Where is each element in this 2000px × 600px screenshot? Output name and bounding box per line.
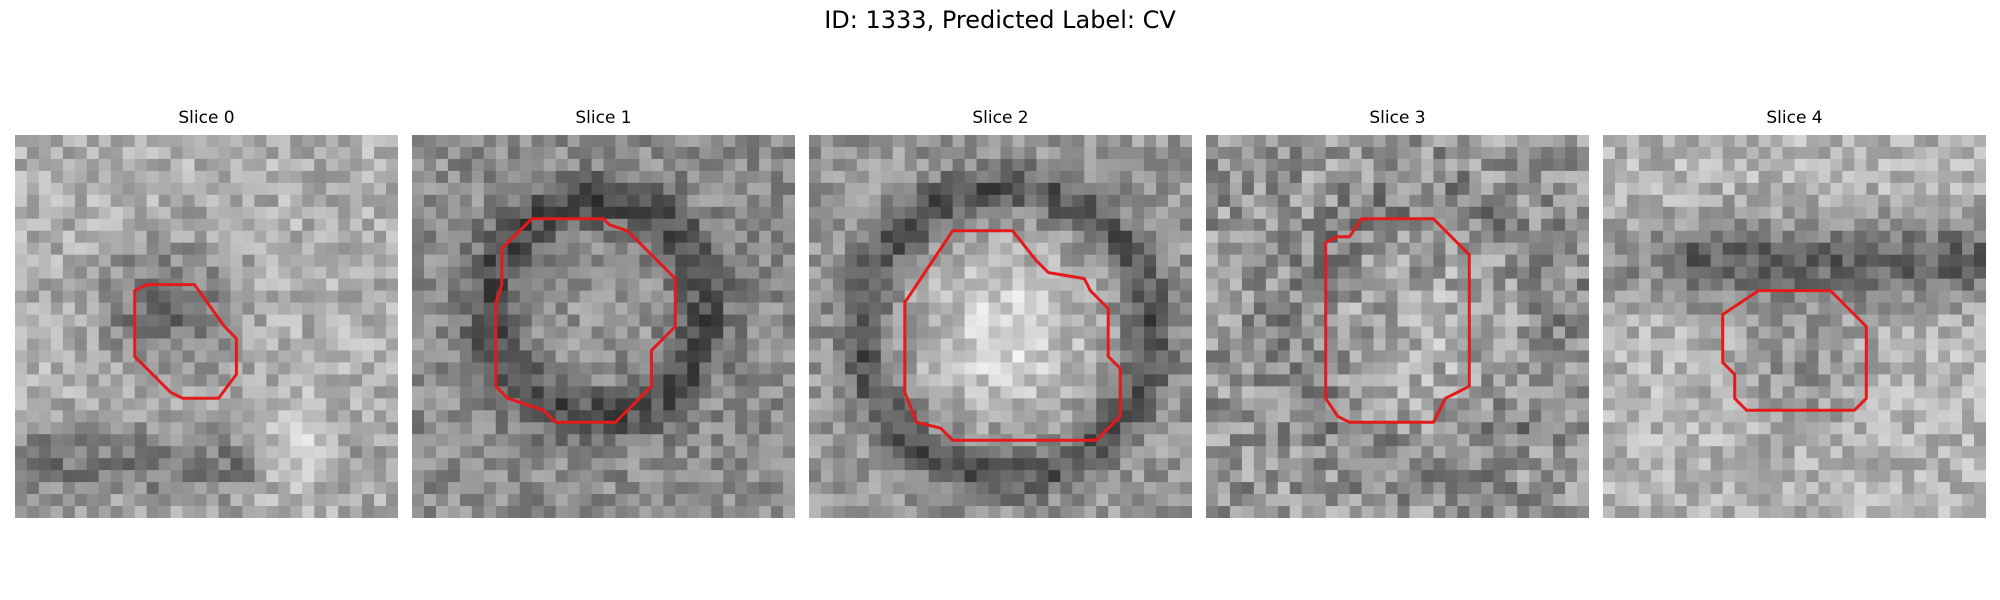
slice-title: Slice 1 [575,108,632,128]
segmentation-outline [494,217,677,424]
segmentation-outline [1324,217,1471,424]
segmentation-outline [1721,289,1868,412]
slice-image [809,135,1192,518]
slice-image [15,135,398,518]
slice-image [1206,135,1589,518]
segmentation-outline [903,229,1122,442]
slice-title: Slice 2 [972,108,1029,128]
slice-title: Slice 0 [178,108,235,128]
slice-image [412,135,795,518]
figure-title: ID: 1333, Predicted Label: CV [824,6,1176,34]
slice-title: Slice 4 [1766,108,1823,128]
slice-title: Slice 3 [1369,108,1426,128]
segmentation-outline [133,283,238,400]
slice-image [1603,135,1986,518]
